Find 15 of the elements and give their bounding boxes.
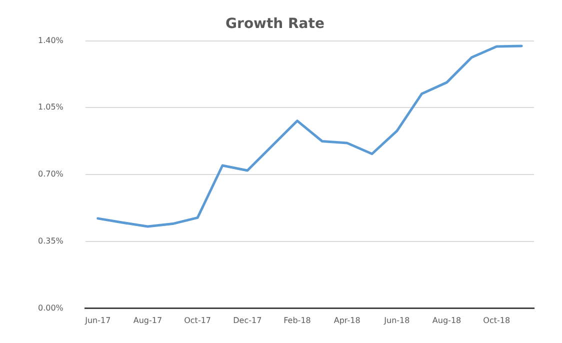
y-tick-label: 0.35% [38,236,64,246]
x-tick-label: Aug-17 [133,316,162,326]
x-tick-label: Feb-18 [284,316,311,326]
x-tick-label: Oct-17 [184,316,212,326]
y-tick-label: 0.70% [38,170,64,179]
x-tick-label: Oct-18 [483,316,510,326]
chart-title: Growth Rate [226,16,324,32]
x-tick-label: Apr-18 [334,316,360,326]
x-tick-label: Dec-17 [233,316,262,326]
x-tick-label: Jun-18 [383,316,410,326]
y-tick-label: 0.00% [38,303,64,312]
y-tick-label: 1.40% [38,36,64,45]
y-tick-label: 1.05% [38,102,64,112]
x-tick-label: Jun-17 [84,316,111,326]
x-tick-label: Aug-18 [432,316,462,326]
